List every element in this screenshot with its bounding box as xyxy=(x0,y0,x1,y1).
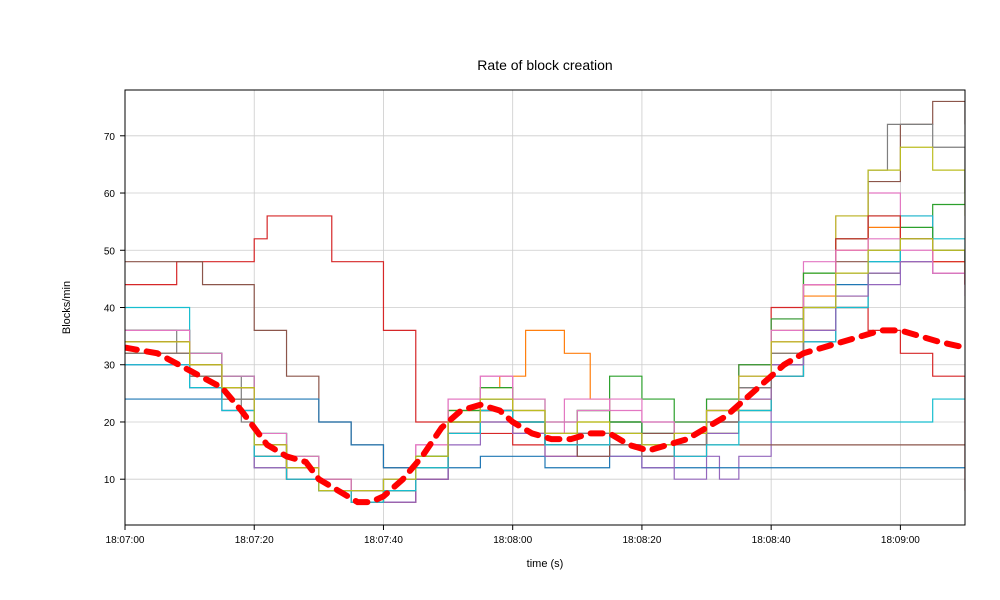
y-tick-label: 40 xyxy=(104,304,116,315)
x-tick-label: 18:07:20 xyxy=(235,535,274,546)
x-tick-label: 18:08:00 xyxy=(493,535,532,546)
y-tick-label: 30 xyxy=(104,361,116,372)
chart-svg: 18:07:00 18:07:20 18:07:40 18:08:00 18:08:20… xyxy=(0,0,1000,600)
y-tick-label: 20 xyxy=(104,418,116,429)
y-axis-label: Blocks/min xyxy=(61,281,73,334)
x-tick-label: 18:08:20 xyxy=(622,535,661,546)
chart-title: Rate of block creation xyxy=(477,57,612,73)
x-tick-label: 18:07:40 xyxy=(364,535,403,546)
y-tick-label: 50 xyxy=(104,246,116,257)
x-tick-label: 18:09:00 xyxy=(881,535,920,546)
y-tick-label: 70 xyxy=(104,132,116,143)
x-tick-label: 18:08:40 xyxy=(752,535,791,546)
y-tick-label: 60 xyxy=(104,189,116,200)
x-tick-label: 18:07:00 xyxy=(106,535,145,546)
x-axis-label: time (s) xyxy=(527,558,564,570)
y-tick-label: 10 xyxy=(104,475,116,486)
